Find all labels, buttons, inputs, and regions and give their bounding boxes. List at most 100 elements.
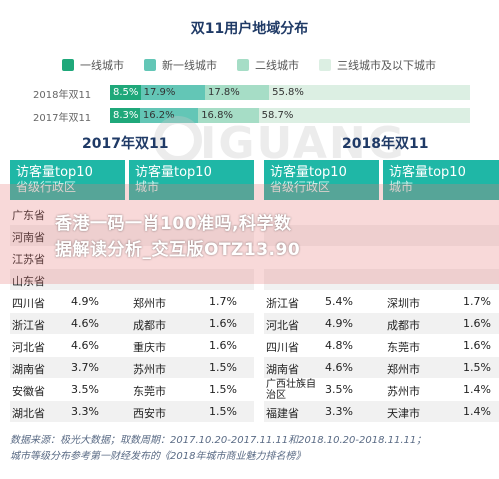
left-table-title: 2017年双11 <box>82 136 169 152</box>
table-header-province: 访客量top10 省级行政区 <box>264 160 379 200</box>
table-cell-province: 广东省 <box>12 209 45 222</box>
header-province-line-1: 访客量top10 <box>270 165 347 180</box>
overlay-band <box>0 184 499 284</box>
bar-segment-tier2: 16.8% <box>198 108 259 123</box>
table-header-city: 访客量top10 城市 <box>383 160 499 200</box>
table-cell-city-share: 1.6% <box>209 339 237 352</box>
overlay-line-1: 香港一码一肖100准吗,科学数 <box>55 214 292 234</box>
legend-swatch-tier1 <box>62 59 74 71</box>
table-cell-province-share: 3.3% <box>325 405 353 418</box>
table-cell-province: 河南省 <box>12 231 45 244</box>
table-cell-city-share: 1.5% <box>209 361 237 374</box>
table-cell-province: 湖南省 <box>266 363 299 376</box>
table-cell-province: 四川省 <box>12 297 45 310</box>
table-cell-city: 苏州市 <box>133 363 166 376</box>
table-row-bg <box>10 269 254 290</box>
table-cell-province: 湖北省 <box>12 407 45 420</box>
table-cell-city-share: 1.5% <box>463 361 491 374</box>
table-cell-city: 重庆市 <box>133 341 166 354</box>
table-row-bg <box>10 225 254 246</box>
table-cell-province: 福建省 <box>266 407 299 420</box>
table-cell-city-share: 1.6% <box>463 339 491 352</box>
table-cell-province: 河北省 <box>12 341 45 354</box>
table-cell-city-share: 1.6% <box>209 317 237 330</box>
header-province-line-2: 省级行政区 <box>270 180 331 194</box>
header-city-line-2: 城市 <box>135 180 160 194</box>
table-cell-city: 苏州市 <box>387 385 420 398</box>
table-cell-province: 江苏省 <box>12 253 45 266</box>
table-cell-city-share: 1.7% <box>463 295 491 308</box>
legend-item-tier3: 三线城市及以下城市 <box>319 57 436 73</box>
right-table-title: 2018年双11 <box>342 136 429 152</box>
header-city-line-1: 访客量top10 <box>389 165 466 180</box>
table-cell-city: 东莞市 <box>133 385 166 398</box>
legend-swatch-tier3 <box>319 59 331 71</box>
header-province-line-2: 省级行政区 <box>16 180 77 194</box>
legend: 一线城市 新一线城市 二线城市 三线城市及以下城市 <box>62 57 489 73</box>
table-cell-province: 河北省 <box>266 319 299 332</box>
legend-label-tier1: 一线城市 <box>80 59 124 72</box>
table-cell-province-share: 4.8% <box>325 339 353 352</box>
table-cell-city-share: 1.5% <box>209 405 237 418</box>
table-cell-province-share: 3.5% <box>71 383 99 396</box>
table-cell-province-share: 4.6% <box>71 317 99 330</box>
table-cell-city: 成都市 <box>387 319 420 332</box>
table-cell-province-share: 4.9% <box>325 317 353 330</box>
legend-label-tier3: 三线城市及以下城市 <box>337 59 436 72</box>
legend-label-tier2: 二线城市 <box>255 59 299 72</box>
bar-track-2017: 8.3% 16.2% 16.8% 58.7% <box>110 108 470 123</box>
table-cell-city: 东莞市 <box>387 341 420 354</box>
overlay-text: 香港一码一肖100准吗,科学数 据解读分析_交互版OTZ13.90 <box>55 211 455 263</box>
table-cell-city-share: 1.7% <box>209 295 237 308</box>
table-cell-province: 山东省 <box>12 275 45 288</box>
table-row-bg <box>10 357 254 378</box>
legend-swatch-tier2 <box>237 59 249 71</box>
bar-segment-tier3: 55.8% <box>269 85 470 100</box>
table-row-bg <box>264 357 499 378</box>
table-cell-province: 浙江省 <box>266 297 299 310</box>
table-cell-province-share: 4.6% <box>325 361 353 374</box>
table-cell-province-share: 3.3% <box>71 405 99 418</box>
table-cell-province-share: 3.5% <box>325 383 353 396</box>
table-cell-province: 四川省 <box>266 341 299 354</box>
table-header-city: 访客量top10 城市 <box>129 160 254 200</box>
table-header-province: 访客量top10 省级行政区 <box>10 160 125 200</box>
table-cell-city: 成都市 <box>133 319 166 332</box>
bar-segment-tier2: 17.8% <box>205 85 270 100</box>
legend-swatch-new-tier1 <box>144 59 156 71</box>
table-cell-province: 广西壮族自治区 <box>266 379 316 401</box>
header-city-line-2: 城市 <box>389 180 414 194</box>
table-cell-province-share: 5.4% <box>325 295 353 308</box>
legend-item-tier1: 一线城市 <box>62 57 124 73</box>
header-city-line-1: 访客量top10 <box>135 165 212 180</box>
table-row-bg <box>10 401 254 422</box>
table-cell-province-share: 4.9% <box>71 295 99 308</box>
table-cell-city: 深圳市 <box>387 297 420 310</box>
table-row-bg <box>264 269 499 290</box>
bar-row-2017: 2017年双11 8.3% 16.2% 16.8% 58.7% <box>0 108 499 124</box>
table-cell-city: 西安市 <box>133 407 166 420</box>
bar-segment-tier1: 8.3% <box>110 108 140 123</box>
bar-segment-tier3: 58.7% <box>258 108 470 123</box>
table-row-bg <box>264 401 499 422</box>
bar-row-2018: 2018年双11 8.5% 17.9% 17.8% 55.8% <box>0 85 499 101</box>
footer-line-1: 数据来源：极光大数据；取数周期：2017.10.20-2017.11.11和20… <box>10 435 427 446</box>
legend-label-new-tier1: 新一线城市 <box>162 59 217 72</box>
header-province-line-1: 访客量top10 <box>16 165 93 180</box>
table-cell-province: 浙江省 <box>12 319 45 332</box>
bar-category-label: 2017年双11 <box>33 113 92 124</box>
table-cell-province: 湖南省 <box>12 363 45 376</box>
bar-track-2018: 8.5% 17.9% 17.8% 55.8% <box>110 85 470 100</box>
table-cell-city: 天津市 <box>387 407 420 420</box>
footer: 数据来源：极光大数据；取数周期：2017.10.20-2017.11.11和20… <box>10 433 426 465</box>
table-cell-city-share: 1.6% <box>463 317 491 330</box>
table-cell-city-share: 1.5% <box>209 383 237 396</box>
overlay-line-2: 据解读分析_交互版OTZ13.90 <box>55 240 301 260</box>
table-row-bg <box>264 225 499 246</box>
bar-segment-tier1: 8.5% <box>110 85 141 100</box>
bar-category-label: 2018年双11 <box>33 90 92 101</box>
table-cell-province-share: 3.7% <box>71 361 99 374</box>
table-cell-city: 郑州市 <box>387 363 420 376</box>
legend-item-tier2: 二线城市 <box>237 57 299 73</box>
table-cell-city-share: 1.4% <box>463 383 491 396</box>
